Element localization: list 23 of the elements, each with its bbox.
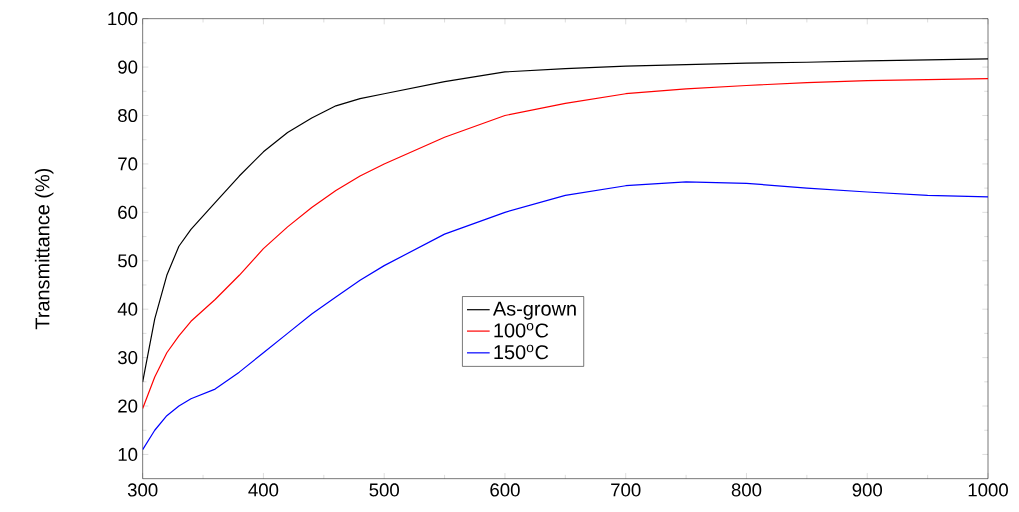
y-tick-label: 70 [118,157,138,171]
y-tick-label: 40 [117,302,138,316]
y-tick-label: 50 [118,254,138,268]
legend-label: 100$^{o}$C [494,322,549,338]
x-tick-label: 700 [611,483,641,497]
x-tick-label: 500 [369,483,399,497]
x-tick-label: 800 [731,483,762,497]
y-tick-label: 30 [118,351,138,365]
legend-label: 150$^{o}$C [494,344,549,360]
legend-label: As-grown [492,301,576,320]
x-tick-label: 600 [490,483,520,497]
x-tick-label: 1000 [968,483,1008,497]
x-tick-label: 300 [127,483,158,497]
y-tick-label: 20 [118,399,138,413]
y-tick-label: 80 [118,108,138,123]
y-tick-label: 100 [108,12,138,26]
x-tick-label: 900 [852,483,883,497]
y-axis-title: Transmittance (%) [34,168,54,330]
y-tick-label: 10 [118,447,138,462]
line-series [142,181,989,451]
y-tick-label: 90 [118,60,138,74]
y-tick-label: 60 [118,205,138,219]
x-tick-label: 400 [248,483,279,497]
